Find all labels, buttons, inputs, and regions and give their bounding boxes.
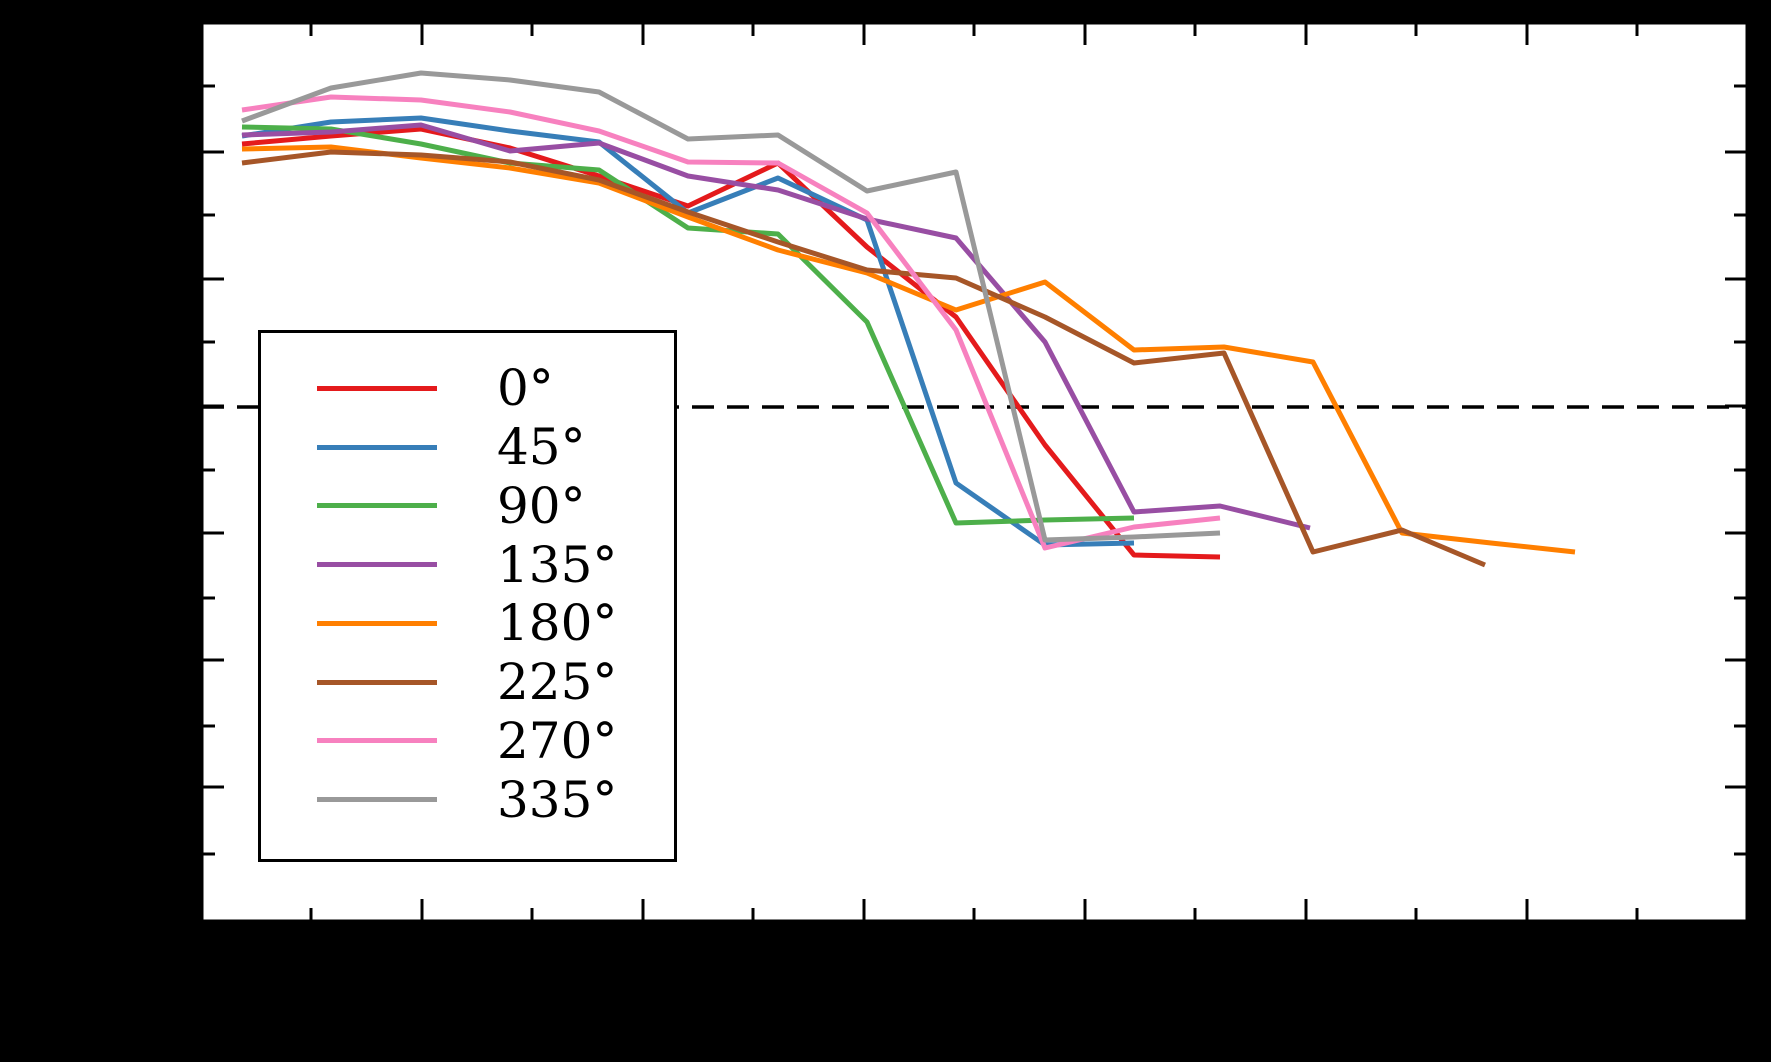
legend-label: 135° [497,535,618,594]
legend-line-swatch [317,620,437,626]
series-line-335deg [241,70,1221,543]
legend-label: 270° [497,711,618,770]
legend-entry-0deg: 0° [317,363,674,413]
legend-entry-45deg: 45° [317,422,674,472]
series-line-135deg [241,122,1311,531]
legend-line-swatch [317,503,437,509]
legend-line-swatch [317,562,437,568]
axis-ticks [202,23,1747,921]
series-line-225deg [241,149,1486,568]
legend-entry-90deg: 90° [317,481,674,531]
legend-line-swatch [317,444,437,450]
legend-label: 90° [497,476,586,535]
legend-label: 335° [497,770,618,829]
legend-line-swatch [317,797,437,803]
legend-entry-270deg: 270° [317,716,674,766]
legend-label: 45° [497,418,586,477]
legend-entry-225deg: 225° [317,657,674,707]
axes-spines [200,21,1749,923]
legend-line-swatch [317,679,437,685]
legend-entry-135deg: 135° [317,540,674,590]
legend-line-swatch [317,385,437,391]
series-line-270deg [241,94,1221,551]
series-line-90deg [241,124,1135,526]
legend: 0° 45° 90° 135° 180° 225° 270° 335° [258,330,677,862]
series-line-180deg [241,144,1576,555]
data-series-group [241,70,1576,568]
legend-entry-335deg: 335° [317,775,674,825]
legend-label: 225° [497,653,618,712]
legend-line-swatch [317,738,437,744]
legend-label: 180° [497,594,618,653]
legend-entry-180deg: 180° [317,598,674,648]
legend-label: 0° [497,359,554,418]
